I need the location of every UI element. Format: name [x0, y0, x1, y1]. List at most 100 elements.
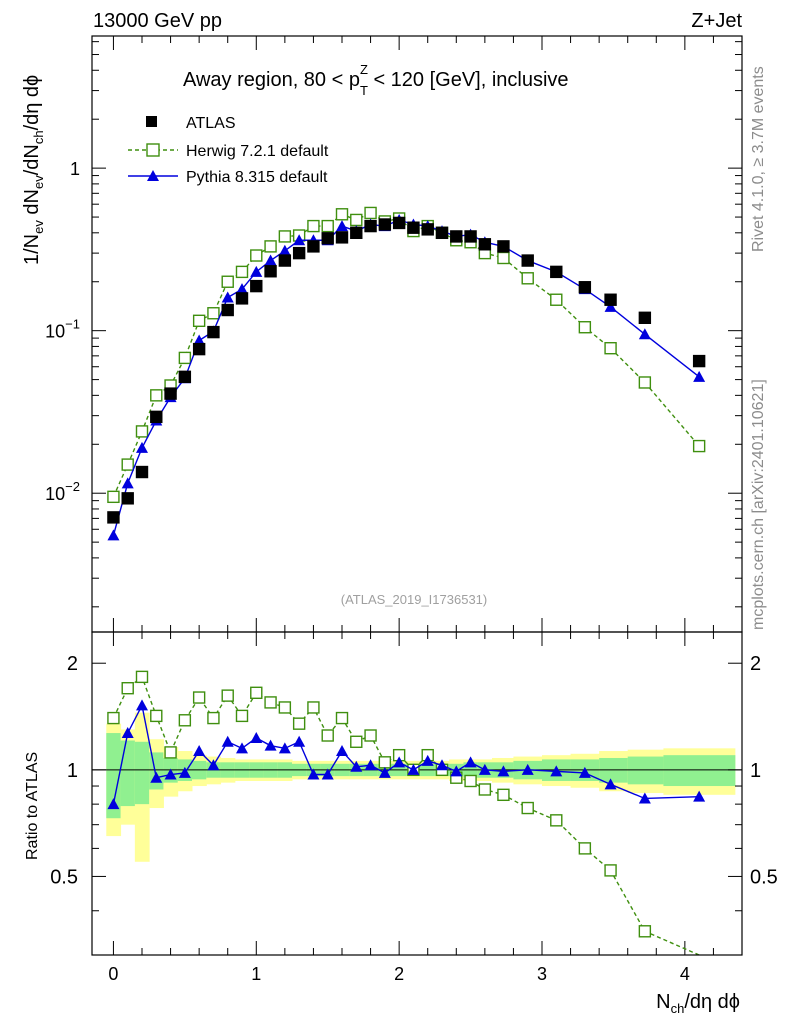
xlabel-part-a-sub: ch	[671, 1001, 685, 1016]
herwig-point	[178, 351, 192, 365]
atlas-point	[638, 311, 652, 325]
pythia-ratio-point	[638, 792, 651, 804]
atlas-point	[407, 221, 420, 234]
herwig-ratio-series	[107, 670, 700, 956]
pythia-point	[638, 328, 651, 340]
plot-title-main: Away region, 80 < p	[183, 69, 360, 91]
herwig-ratio-point	[307, 701, 320, 714]
pythia-point	[193, 334, 206, 346]
herwig-point	[250, 249, 263, 262]
herwig-ratio-point	[107, 711, 120, 725]
pythia-ratio-point	[407, 763, 420, 775]
pythia-point	[264, 254, 277, 266]
atlas-point	[392, 216, 406, 230]
ratio-y-tick-label-right: 0.5	[750, 866, 778, 888]
herwig-ratio-point	[278, 701, 292, 714]
rivet-credit: Rivet 4.1.0, ≥ 3.7M events	[750, 66, 767, 252]
atlas-point	[207, 325, 220, 339]
herwig-ratio-point	[378, 756, 392, 769]
atlas-point	[192, 342, 206, 356]
ratio-y-axis-label: Ratio to ATLAS	[24, 752, 41, 860]
herwig-ratio-point	[292, 717, 306, 730]
x-axis-label: Nch/dη dϕ	[656, 991, 740, 1016]
atlas-point	[107, 511, 120, 524]
xlabel-part-a: N	[656, 991, 670, 1013]
ylabel-part-a-sub: ev	[31, 220, 46, 234]
pythia-ratio-line	[112, 703, 700, 805]
plot-title-sup: Z	[360, 62, 368, 77]
pythia-ratio-series	[107, 699, 706, 810]
herwig-point	[135, 425, 149, 438]
herwig-ratio-point	[150, 709, 163, 723]
herwig-ratio-point	[335, 711, 349, 725]
pythia-ratio-point	[278, 742, 291, 754]
pythia-ratio-point	[121, 727, 134, 739]
pythia-ratio-point	[264, 739, 277, 751]
atlas-point	[292, 246, 306, 260]
atlas-point	[478, 238, 492, 251]
herwig-ratio-point	[521, 801, 534, 815]
ratio-plot-frame	[91, 631, 743, 956]
pythia-ratio-point	[150, 771, 163, 783]
pythia-point	[293, 234, 306, 246]
legend-herwig-label: Herwig 7.2.1 default	[186, 143, 329, 160]
herwig-point	[221, 275, 234, 288]
x-tick-label: 4	[680, 964, 690, 984]
atlas-point	[435, 226, 449, 240]
plot-title: Away region, 80 < pZ T < 120 [GeV], inclu…	[183, 62, 569, 98]
atlas-point	[497, 240, 510, 253]
pythia-ratio-point	[521, 763, 534, 775]
ylabel-part-b: dN	[21, 189, 43, 220]
pythia-ratio-point	[350, 760, 363, 772]
herwig-ratio-point	[604, 864, 617, 877]
herwig-ratio-point	[321, 729, 334, 742]
herwig-ratio-point	[497, 788, 510, 802]
xlabel-part-b: /dη dϕ	[684, 991, 740, 1013]
herwig-ratio-point	[638, 925, 652, 938]
herwig-line	[112, 212, 700, 498]
atlas-point	[578, 281, 592, 294]
pythia-ratio-point	[336, 745, 348, 757]
herwig-point	[192, 314, 206, 328]
legend-herwig-marker	[146, 143, 160, 157]
herwig-ratio-point	[364, 729, 377, 742]
atlas-point	[604, 293, 617, 306]
pythia-ratio-point	[497, 765, 510, 777]
pythia-ratio-point	[378, 766, 391, 778]
legend-atlas-marker	[146, 116, 157, 127]
atlas-point	[278, 254, 292, 267]
atlas-point	[464, 230, 477, 243]
pythia-ratio-point	[250, 731, 263, 743]
atlas-point	[378, 218, 392, 231]
x-tick-label: 1	[251, 964, 261, 984]
energy-label: 13000 GeV pp	[93, 10, 222, 32]
herwig-ratio-point	[121, 682, 134, 695]
pythia-ratio-point	[464, 756, 477, 768]
legend-atlas-label: ATLAS	[186, 115, 236, 132]
atlas-point	[450, 230, 463, 243]
pythia-point	[136, 441, 148, 453]
herwig-point	[364, 206, 377, 220]
tick-labels: 0 1 2 3 410−210−110.5 0.51 12 2	[45, 159, 778, 984]
pythia-ratio-point	[478, 763, 491, 775]
pythia-ratio-point	[604, 778, 617, 790]
ratio-y-tick-label-left: 0.5	[50, 866, 78, 888]
atlas-point	[164, 387, 177, 400]
pythia-ratio-point	[693, 790, 706, 802]
pythia-ratio-point	[178, 766, 191, 778]
x-tick-label: 0	[108, 964, 118, 984]
herwig-point	[307, 219, 320, 233]
atlas-point	[221, 303, 234, 317]
herwig-point	[578, 321, 592, 334]
y-axis-label: 1/Nev dNev/dNch/dη dϕ	[21, 75, 46, 265]
atlas-point	[150, 410, 163, 424]
pythia-ratio-point	[136, 699, 148, 711]
herwig-ratio-point	[550, 814, 563, 827]
atlas-point	[692, 354, 706, 368]
pythia-point	[336, 220, 348, 232]
herwig-ratio-line	[112, 675, 700, 956]
pythia-ratio-point	[364, 759, 377, 771]
herwig-point	[550, 293, 563, 306]
pythia-ratio-point	[236, 742, 248, 754]
